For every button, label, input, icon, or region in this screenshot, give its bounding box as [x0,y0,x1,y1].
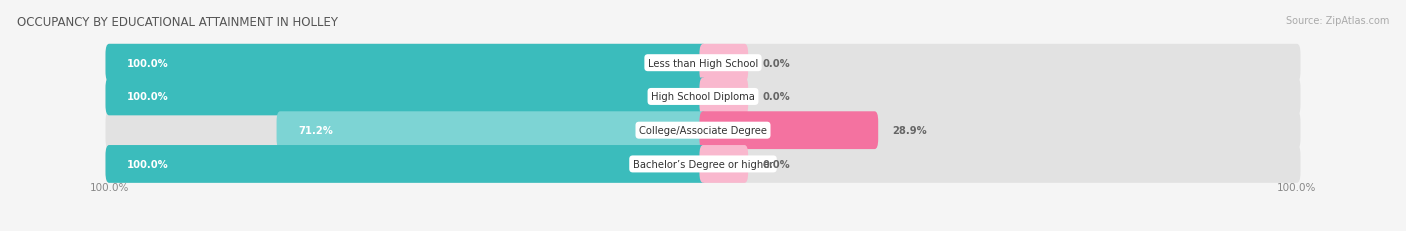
FancyBboxPatch shape [105,78,707,116]
FancyBboxPatch shape [105,145,707,183]
FancyBboxPatch shape [105,112,1301,149]
Text: College/Associate Degree: College/Associate Degree [638,126,768,136]
FancyBboxPatch shape [699,112,879,149]
Text: 100.0%: 100.0% [127,58,169,68]
Text: OCCUPANCY BY EDUCATIONAL ATTAINMENT IN HOLLEY: OCCUPANCY BY EDUCATIONAL ATTAINMENT IN H… [17,16,337,29]
FancyBboxPatch shape [699,45,748,82]
FancyBboxPatch shape [699,78,748,116]
Text: 100.0%: 100.0% [127,159,169,169]
Text: Less than High School: Less than High School [648,58,758,68]
Text: 0.0%: 0.0% [762,92,790,102]
Text: 0.0%: 0.0% [762,159,790,169]
Text: 100.0%: 100.0% [90,182,129,192]
Text: 71.2%: 71.2% [298,126,333,136]
FancyBboxPatch shape [105,45,707,82]
Text: 28.9%: 28.9% [893,126,927,136]
Text: Bachelor’s Degree or higher: Bachelor’s Degree or higher [633,159,773,169]
FancyBboxPatch shape [699,145,748,183]
FancyBboxPatch shape [105,45,1301,82]
FancyBboxPatch shape [105,78,1301,116]
Text: Source: ZipAtlas.com: Source: ZipAtlas.com [1285,16,1389,26]
Text: 0.0%: 0.0% [762,58,790,68]
Text: 100.0%: 100.0% [1277,182,1316,192]
Text: 100.0%: 100.0% [127,92,169,102]
Text: High School Diploma: High School Diploma [651,92,755,102]
FancyBboxPatch shape [105,145,1301,183]
FancyBboxPatch shape [277,112,707,149]
